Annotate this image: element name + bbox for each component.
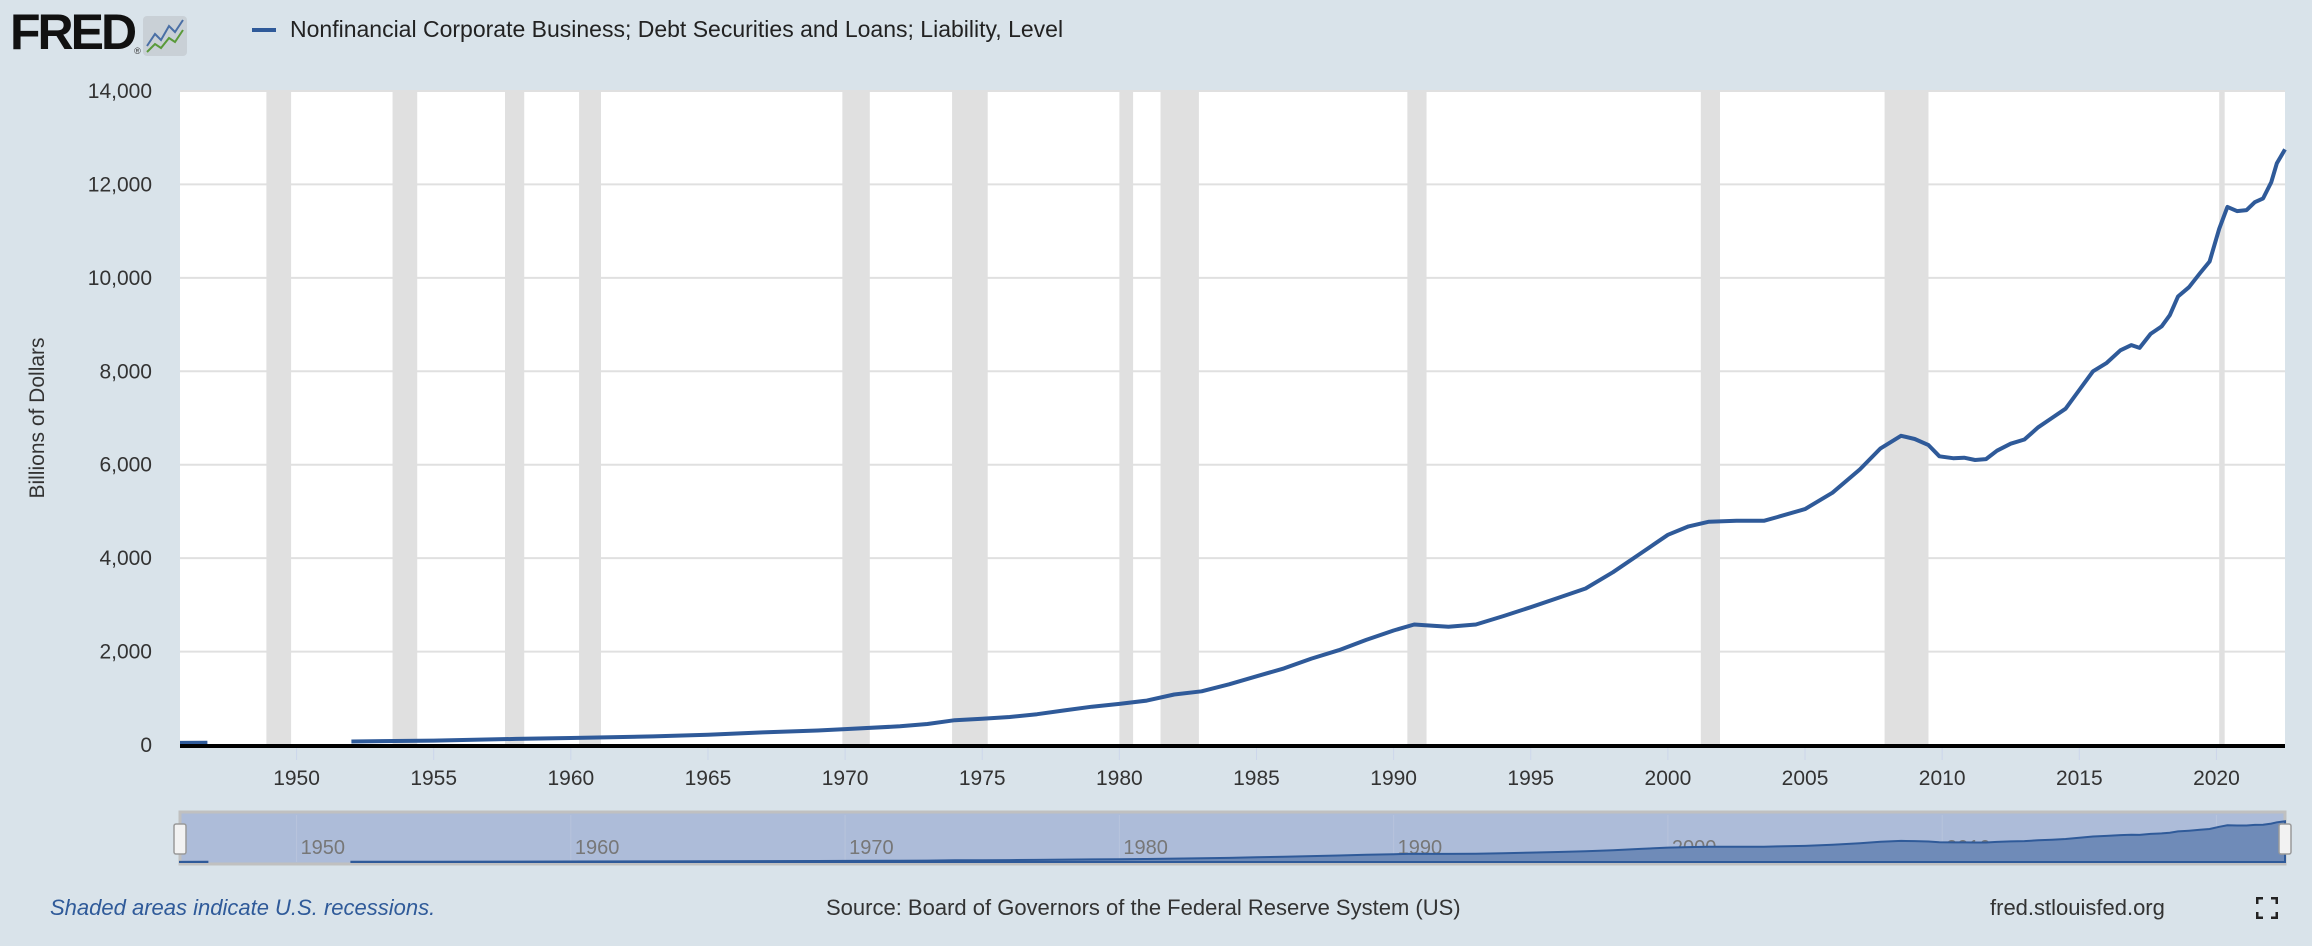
recession-band: [505, 91, 525, 745]
recession-band: [1700, 91, 1721, 745]
y-tick-label: 14,000: [88, 80, 152, 103]
x-tick-label: 1965: [685, 767, 732, 790]
x-tick-label: 1950: [273, 767, 320, 790]
navigator-tick-label: 1960: [575, 837, 620, 859]
x-tick-label: 2020: [2193, 767, 2240, 790]
x-tick-label: 1985: [1233, 767, 1280, 790]
series-line: [351, 148, 2287, 744]
x-tick-label: 2000: [1645, 767, 1692, 790]
navigator-tick-label: 1950: [301, 837, 346, 859]
recession-band: [392, 91, 418, 745]
recession-band: [266, 91, 292, 745]
navigator-handle-left[interactable]: [173, 823, 187, 855]
recession-band: [1160, 91, 1199, 745]
x-tick-label: 1995: [1507, 767, 1554, 790]
y-tick-label: 4,000: [99, 547, 152, 570]
recession-band: [579, 91, 601, 745]
x-tick-label: 2005: [1782, 767, 1829, 790]
y-tick-label: 6,000: [99, 454, 152, 477]
recession-band: [842, 91, 870, 745]
recession-band: [1884, 91, 1929, 745]
recession-band: [952, 91, 988, 745]
x-tick-label: 2010: [1919, 767, 1966, 790]
y-tick-label: 10,000: [88, 267, 152, 290]
recession-band: [1407, 91, 1427, 745]
logo-registered: ®: [134, 46, 141, 56]
fullscreen-icon[interactable]: [2256, 897, 2278, 919]
fred-logo[interactable]: FRED ®: [10, 4, 187, 60]
recession-band: [1119, 91, 1134, 745]
range-navigator[interactable]: 19501960197019801990200020102020: [173, 810, 2292, 866]
y-tick-label: 8,000: [99, 360, 152, 383]
navigator-tick-label: 1980: [1123, 837, 1168, 859]
chart-logo-icon: [142, 16, 187, 56]
plot-area: [180, 91, 2285, 745]
x-tick-label: 1955: [410, 767, 457, 790]
x-tick-label: 1990: [1370, 767, 1417, 790]
chart-title: Nonfinancial Corporate Business; Debt Se…: [290, 16, 1064, 42]
navigator-series-area: [179, 820, 2286, 863]
navigator-tick-label: 1970: [849, 837, 894, 859]
source-text: Source: Board of Governors of the Federa…: [826, 895, 1461, 920]
y-tick-label: 0: [140, 734, 152, 757]
y-tick-label: 2,000: [99, 641, 152, 664]
x-tick-label: 1960: [547, 767, 594, 790]
site-link[interactable]: fred.stlouisfed.org: [1990, 895, 2165, 920]
x-tick-label: 1970: [822, 767, 869, 790]
chart-legend: Nonfinancial Corporate Business; Debt Se…: [252, 16, 1063, 43]
y-axis-label: Billions of Dollars: [26, 337, 49, 498]
y-tick-label: 12,000: [88, 173, 152, 196]
logo-text: FRED: [10, 4, 137, 60]
recession-note: Shaded areas indicate U.S. recessions.: [50, 895, 436, 920]
recession-band: [2219, 91, 2225, 745]
x-tick-label: 1975: [959, 767, 1006, 790]
x-tick-label: 1980: [1096, 767, 1143, 790]
x-tick-label: 2015: [2056, 767, 2103, 790]
legend-swatch: [252, 27, 276, 32]
navigator-handle-right[interactable]: [2278, 823, 2292, 855]
